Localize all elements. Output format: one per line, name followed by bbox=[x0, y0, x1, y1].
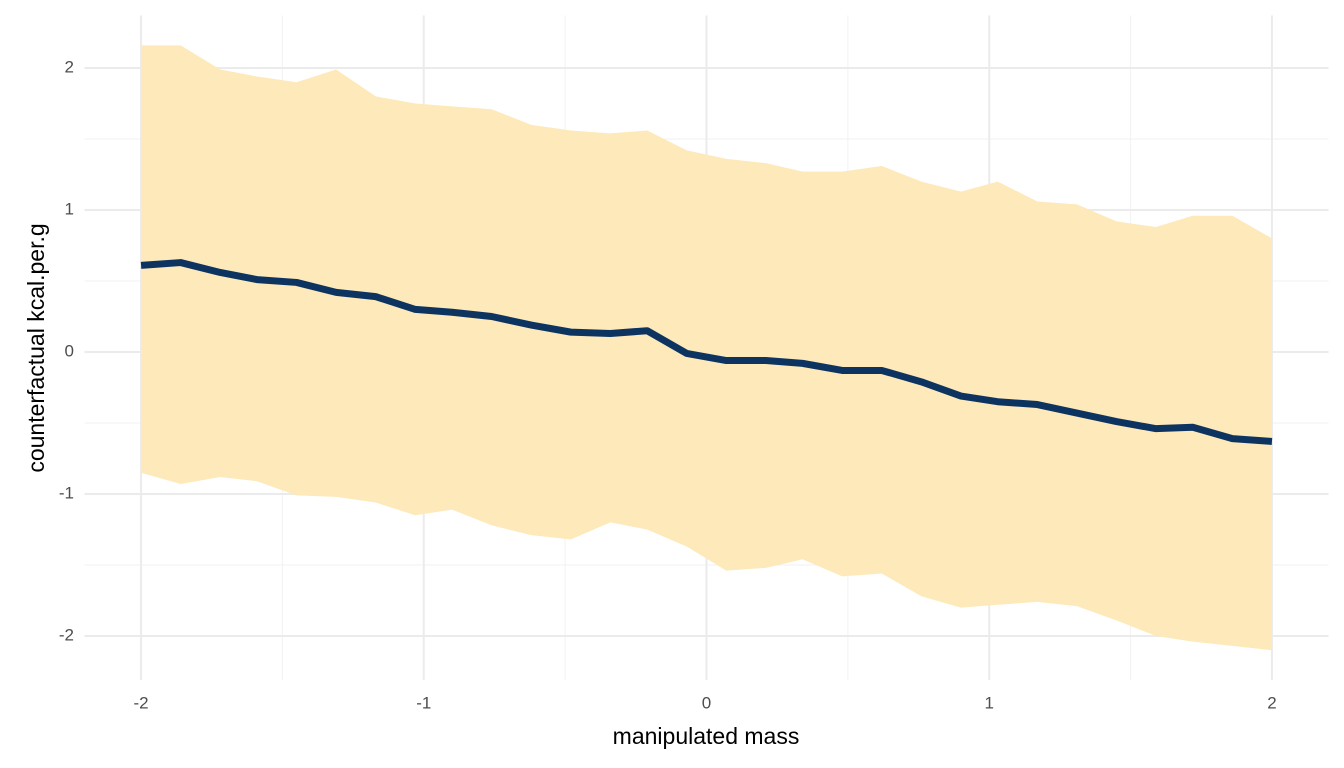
y-axis-title: counterfactual kcal.per.g bbox=[23, 223, 49, 472]
x-tick-label: 2 bbox=[1267, 693, 1276, 712]
y-tick-label: 2 bbox=[65, 58, 74, 77]
y-tick-label: -1 bbox=[59, 483, 74, 502]
interval-band bbox=[141, 45, 1272, 651]
x-tick-label: -1 bbox=[416, 693, 431, 712]
x-tick-label: 0 bbox=[702, 693, 711, 712]
x-axis-title: manipulated mass bbox=[613, 723, 800, 749]
y-tick-label: 1 bbox=[65, 200, 74, 219]
mean-line bbox=[140, 259, 1273, 445]
x-tick-label: 1 bbox=[984, 693, 993, 712]
y-tick-label: -2 bbox=[59, 625, 74, 644]
x-tick-label: -2 bbox=[133, 693, 148, 712]
labels: -2 -1 0 1 2 -2 -1 0 1 2 bbox=[59, 58, 1277, 713]
marks bbox=[140, 45, 1273, 651]
y-tick-label: 0 bbox=[65, 341, 74, 360]
